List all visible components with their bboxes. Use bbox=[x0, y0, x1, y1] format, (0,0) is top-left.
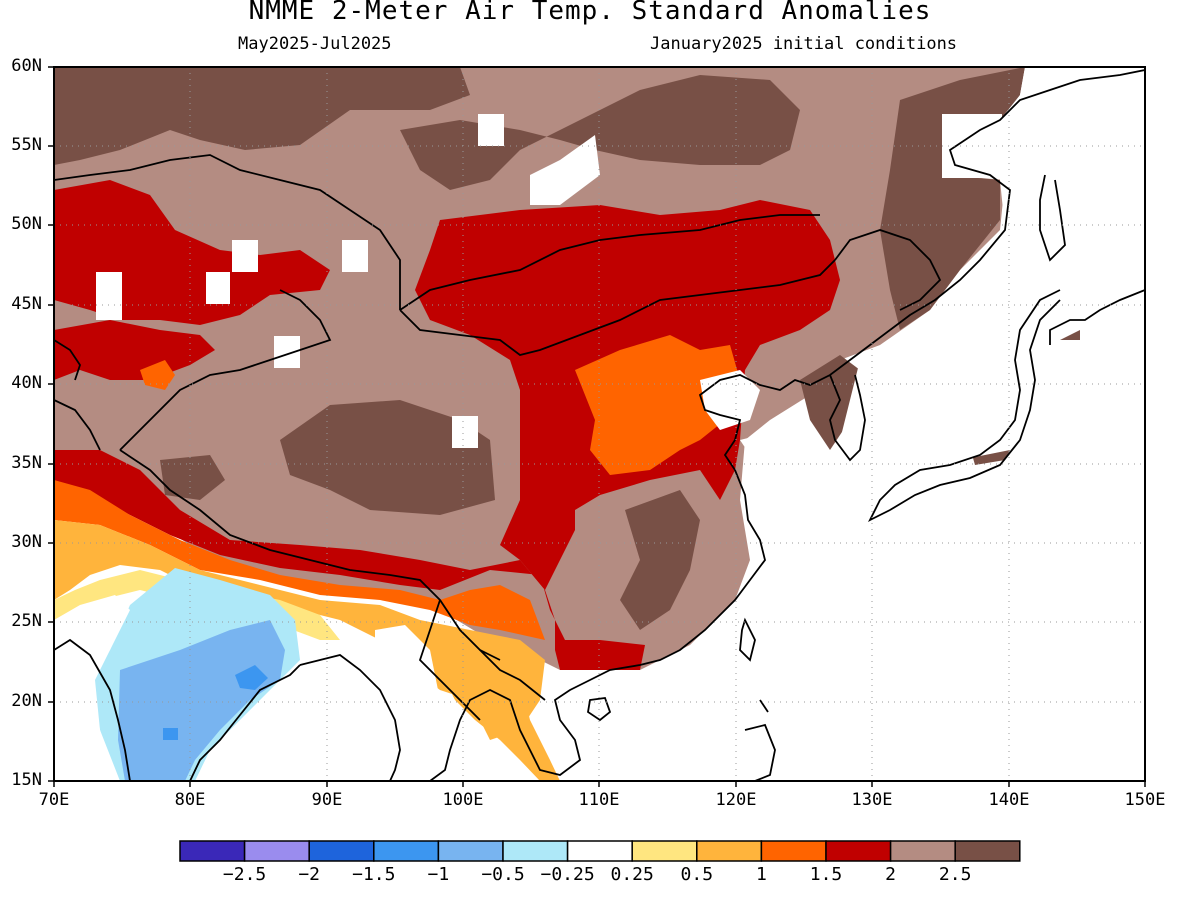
field-white-balkhash-w bbox=[206, 272, 230, 304]
colorbar bbox=[179, 840, 1021, 862]
lat-label: 50N bbox=[11, 214, 42, 234]
border-caspian bbox=[54, 339, 101, 451]
coast-east-asia bbox=[429, 69, 1145, 781]
colorbar-label: −0.25 bbox=[540, 864, 595, 885]
initial-conditions: January2025 initial conditions bbox=[650, 34, 958, 54]
field-red-kazakh bbox=[54, 180, 330, 325]
lat-label: 30N bbox=[11, 532, 42, 552]
field-orange-north-china bbox=[575, 335, 740, 475]
field-orange-himalaya bbox=[54, 480, 545, 640]
field-white-bay bbox=[700, 370, 760, 430]
colorbar-swatch bbox=[243, 840, 310, 862]
field-darkblue-spot bbox=[235, 665, 268, 690]
colorbar-label: −2 bbox=[298, 864, 321, 885]
colorbar-label: −0.5 bbox=[481, 864, 525, 885]
coast-indochina bbox=[299, 654, 401, 781]
lon-label: 120E bbox=[715, 790, 757, 810]
field-white-lake-n bbox=[478, 114, 504, 146]
coast-taiwan bbox=[739, 617, 756, 662]
colorbar-swatch bbox=[696, 840, 763, 862]
coast-india bbox=[54, 638, 301, 781]
field-red-himalaya bbox=[54, 450, 645, 670]
field-yellow-india bbox=[54, 570, 340, 640]
field-dark-brown-south-china bbox=[620, 490, 700, 630]
coast-hainan bbox=[587, 697, 612, 722]
lat-label: 60N bbox=[11, 56, 42, 76]
field-dark-brown-mongolia bbox=[400, 75, 800, 190]
colorbar-swatch bbox=[566, 840, 633, 862]
lat-label: 55N bbox=[11, 135, 42, 155]
field-white-aral bbox=[96, 272, 122, 320]
field-dark-brown-north bbox=[54, 67, 470, 165]
colorbar-swatch bbox=[502, 840, 569, 862]
field-white-baikal bbox=[530, 135, 600, 205]
coast-japan bbox=[867, 289, 1061, 523]
lon-label: 70E bbox=[38, 790, 70, 810]
field-white-ocean-east bbox=[840, 67, 1145, 480]
lat-label: 15N bbox=[11, 770, 42, 790]
field-dark-brown-ne bbox=[880, 67, 1025, 330]
colorbar-label: −2.5 bbox=[222, 864, 267, 885]
field-dark-brown-tibet-a bbox=[280, 400, 495, 515]
lon-label: 100E bbox=[442, 790, 484, 810]
lon-label: 80E bbox=[174, 790, 206, 810]
field-orange-blob bbox=[140, 360, 175, 390]
field-darkblue-spot2 bbox=[163, 728, 178, 740]
colorbar-swatch bbox=[760, 840, 827, 862]
coast-korea bbox=[829, 374, 866, 462]
lat-label: 45N bbox=[11, 294, 42, 314]
colorbar-label: 1 bbox=[755, 864, 767, 885]
colorbar-label: 2.5 bbox=[938, 864, 972, 885]
field-white-burma bbox=[375, 625, 440, 745]
colorbar-label: 0.25 bbox=[610, 864, 654, 885]
lon-label: 90E bbox=[311, 790, 343, 810]
coastlines bbox=[54, 69, 1145, 781]
coast-sakhalin bbox=[1039, 174, 1066, 262]
colorbar-swatch bbox=[308, 840, 375, 862]
border-china-west bbox=[119, 289, 332, 451]
field-red-west bbox=[54, 320, 215, 380]
lat-label: 25N bbox=[11, 611, 42, 631]
colorbar-swatch bbox=[889, 840, 956, 862]
field-white-balkhash bbox=[232, 240, 258, 272]
border-russia-kaz bbox=[54, 154, 401, 310]
border-mongolia bbox=[399, 214, 836, 356]
lat-label: 20N bbox=[11, 691, 42, 711]
field-white-lake bbox=[342, 240, 368, 272]
colorbar-label: 1.5 bbox=[809, 864, 843, 885]
colorbar-label: 0.5 bbox=[680, 864, 714, 885]
coast-philippines bbox=[744, 699, 776, 781]
lon-label: 140E bbox=[988, 790, 1030, 810]
coast-kamchatka-hokkaido bbox=[1049, 289, 1145, 345]
field-blue-india bbox=[118, 620, 285, 781]
colorbar-swatch bbox=[631, 840, 698, 862]
border-amur bbox=[834, 229, 942, 311]
colorbar-label: 2 bbox=[885, 864, 897, 885]
map-title: NMME 2-Meter Air Temp. Standard Anomalie… bbox=[248, 0, 932, 26]
axis-ticks bbox=[48, 66, 1146, 787]
colorbar-label: −1 bbox=[427, 864, 450, 885]
lon-label: 150E bbox=[1124, 790, 1166, 810]
forecast-period: May2025-Jul2025 bbox=[238, 34, 392, 54]
colorbar-swatch bbox=[179, 840, 246, 862]
field-dark-brown-tibet-b bbox=[160, 455, 225, 500]
gridlines bbox=[54, 67, 1145, 781]
colorbar-label: −1.5 bbox=[352, 864, 396, 885]
field-white-sea bbox=[560, 300, 1145, 781]
lon-label: 110E bbox=[578, 790, 620, 810]
lon-label: 130E bbox=[851, 790, 893, 810]
colorbar-swatch bbox=[437, 840, 504, 862]
anomaly-fields bbox=[54, 67, 1145, 781]
border-himalaya bbox=[119, 449, 501, 661]
colorbar-swatch bbox=[373, 840, 440, 862]
lat-label: 35N bbox=[11, 453, 42, 473]
colorbar-swatch bbox=[825, 840, 892, 862]
lat-label: 40N bbox=[11, 373, 42, 393]
colorbar-swatch bbox=[954, 840, 1021, 862]
field-white-qinghai bbox=[452, 416, 478, 448]
